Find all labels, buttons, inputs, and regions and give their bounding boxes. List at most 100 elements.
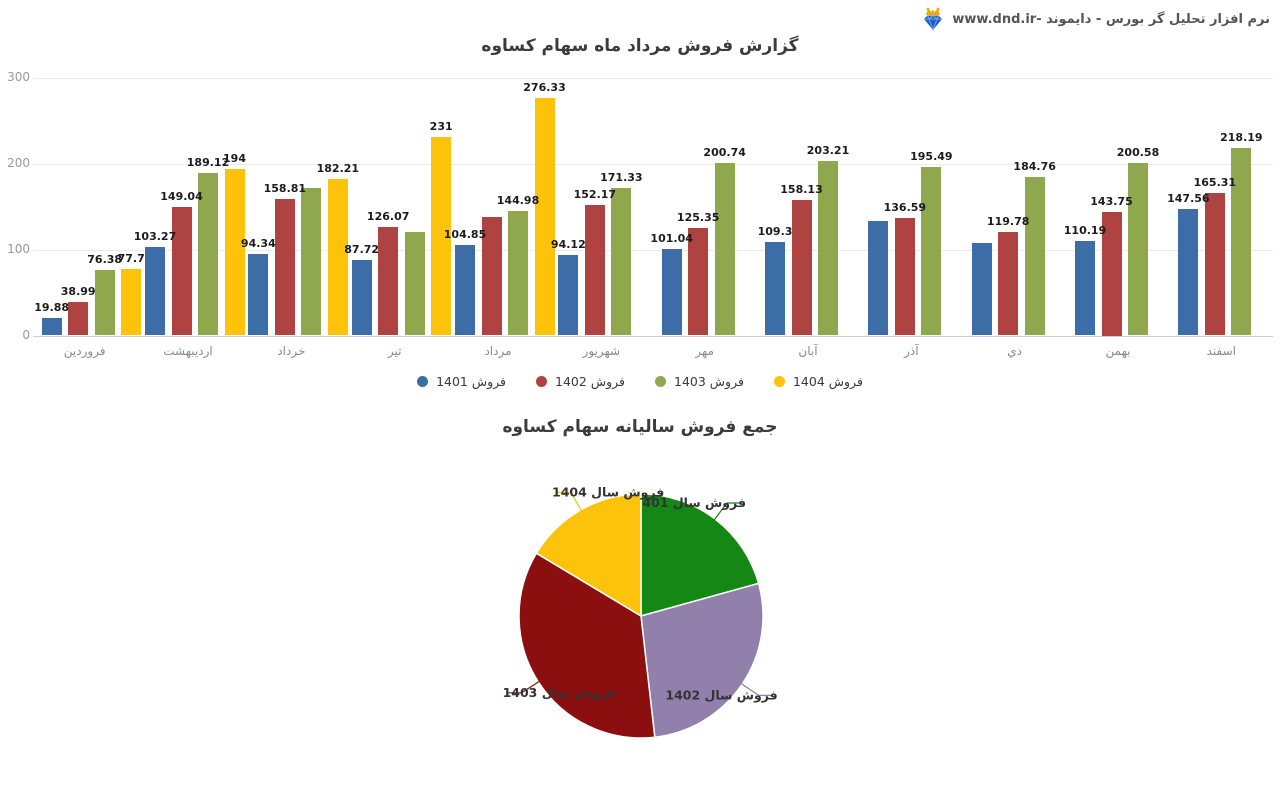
bar-chart-title: گزارش فروش مرداد ماه سهام کساوه xyxy=(481,36,799,56)
bar-value-label: 143.75 xyxy=(1090,194,1133,208)
bar-value-label: 136.59 xyxy=(883,201,927,215)
bar-s0-c3 xyxy=(351,260,372,336)
bar-value-label: 158.81 xyxy=(263,181,307,195)
bar-chart-plot: 0 100 200 300 فروردین اردیبهشت خرداد تیر مرداد شه… xyxy=(7,70,1273,358)
bar-s2-c11 xyxy=(1231,147,1252,336)
bar-value-label: 104.85 xyxy=(443,228,487,242)
pie-chart-title: جمع فروش سالیانه سهام کساوه xyxy=(502,417,778,437)
legend-label: فروش 1403 xyxy=(674,374,744,389)
x-axis-tick: آبان xyxy=(798,343,818,358)
legend-label: فروش 1401 xyxy=(436,374,507,389)
bar-value-label: 195.49 xyxy=(910,150,953,164)
bar-s2-c9 xyxy=(1024,176,1045,336)
pie-leader-line xyxy=(713,502,741,521)
pie-leader-line xyxy=(507,680,541,694)
bar-s0-c9 xyxy=(971,243,992,336)
legend-item-1401: فروش 1401 xyxy=(417,374,506,389)
legend-dot-icon xyxy=(417,376,429,387)
legend-item-1404: فروش 1404 xyxy=(773,374,863,389)
bar-value-label: 147.56 xyxy=(1167,191,1210,205)
bar-s2-c6 xyxy=(714,162,735,336)
pie-leader-line xyxy=(740,682,773,696)
bar-value-label: 125.35 xyxy=(676,210,720,224)
bar-s0-c4 xyxy=(455,245,475,336)
x-axis-tick: مرداد xyxy=(484,343,512,358)
x-axis-tick: آذر xyxy=(904,343,919,358)
legend-dot-icon xyxy=(536,376,548,387)
x-axis-tick: اردیبهشت xyxy=(163,343,213,358)
bar-s2-c4 xyxy=(508,210,528,336)
pie-chart-svg: فروش سال 1401 فروش سال 1402 فروش سال 1403 ف… xyxy=(503,484,778,739)
bar-value-label: 182.21 xyxy=(316,161,360,175)
bar-s2-c8 xyxy=(921,167,942,336)
bar-s1-c3 xyxy=(378,227,399,336)
bar-value-label: 189.12 xyxy=(186,155,230,169)
bar-s0-c0 xyxy=(41,318,62,336)
pie-slice-label: فروش سال 1404 xyxy=(552,484,664,499)
bar-value-label: 149.04 xyxy=(160,190,203,204)
y-axis-tick: 200 xyxy=(7,155,30,170)
bar-s1-c5 xyxy=(584,204,605,336)
bar-value-label: 119.78 xyxy=(986,215,1030,229)
bar-s1-c4 xyxy=(481,216,502,336)
x-axis-tick: مهر xyxy=(695,343,714,358)
bar-s1-c10 xyxy=(1101,211,1122,336)
pie-slice-label: فروش سال 1403 xyxy=(503,685,615,700)
brand-text: نرم افزار تحلیل گر بورس - دایموند -www.d… xyxy=(952,11,1270,27)
pie-slice-label: فروش سال 1402 xyxy=(665,687,777,702)
y-axis-tick: 0 xyxy=(22,327,30,342)
bar-s3-c4 xyxy=(534,97,555,336)
bar-value-label: 276.33 xyxy=(523,80,566,94)
bar-s3-c0 xyxy=(121,268,142,336)
legend-label: فروش 1404 xyxy=(792,374,863,389)
bar-s0-c5 xyxy=(558,254,579,336)
gridline-100 xyxy=(33,249,1273,251)
legend-dot-icon xyxy=(655,376,666,387)
bar-value-label: 101.04 xyxy=(650,231,693,245)
bar-s1-c0 xyxy=(68,301,89,336)
bar-value-label: 76.38 xyxy=(87,252,123,266)
bar-value-label: 231 xyxy=(429,119,453,133)
bar-s2-c1 xyxy=(198,172,218,336)
bar-s0-c8 xyxy=(868,221,889,336)
bar-s3-c1 xyxy=(224,168,245,336)
bar-s0-c6 xyxy=(661,248,682,336)
legend-label: فروش 1402 xyxy=(555,374,625,389)
bar-value-label: 94.12 xyxy=(550,237,586,251)
bar-value-label: 184.76 xyxy=(1013,159,1056,173)
bar-value-label: 165.31 xyxy=(1193,176,1237,190)
legend-item-1403: فروش 1403 xyxy=(655,374,744,389)
bar-value-label: 218.19 xyxy=(1220,130,1263,144)
bar-s1-c1 xyxy=(171,207,192,336)
pie-slice-label: فروش سال 1401 xyxy=(634,495,746,510)
bar-s1-c6 xyxy=(688,227,709,336)
bar-s1-c9 xyxy=(998,232,1019,336)
bar-s3-c3 xyxy=(431,136,452,336)
header: نرم افزار تحلیل گر بورس - دایموند -www.d… xyxy=(920,7,1270,31)
bar-value-label: 38.99 xyxy=(60,284,96,298)
bar-s0-c2 xyxy=(248,254,269,336)
x-axis-tick: اسفند xyxy=(1206,343,1237,358)
bar-s2-c10 xyxy=(1128,163,1148,336)
bar-s1-c11 xyxy=(1204,193,1225,336)
bar-value-label: 110.19 xyxy=(1063,223,1107,237)
x-axis-tick: خرداد xyxy=(277,343,306,358)
bar-s2-c5 xyxy=(611,188,632,336)
bar-value-label: 171.33 xyxy=(600,171,643,185)
bar-s0-c7 xyxy=(765,241,785,336)
y-axis-tick: 100 xyxy=(7,241,30,256)
bar-s1-c7 xyxy=(791,199,812,336)
bar-s1-c8 xyxy=(894,218,915,336)
diamond-crown-icon xyxy=(920,7,946,31)
bar-value-label: 194 xyxy=(223,151,246,165)
bar-s2-c2 xyxy=(301,188,322,336)
bar-value-label: 94.34 xyxy=(240,237,276,251)
legend-item-1402: فروش 1402 xyxy=(536,374,625,389)
bar-value-label: 109.3 xyxy=(757,224,793,238)
gridline-200 xyxy=(33,163,1273,165)
bar-value-label: 87.72 xyxy=(344,243,380,257)
bar-value-label: 158.13 xyxy=(780,182,823,196)
legend-dot-icon xyxy=(773,376,785,387)
pie-leader-line xyxy=(557,491,583,512)
bar-value-label: 19.88 xyxy=(34,301,70,315)
